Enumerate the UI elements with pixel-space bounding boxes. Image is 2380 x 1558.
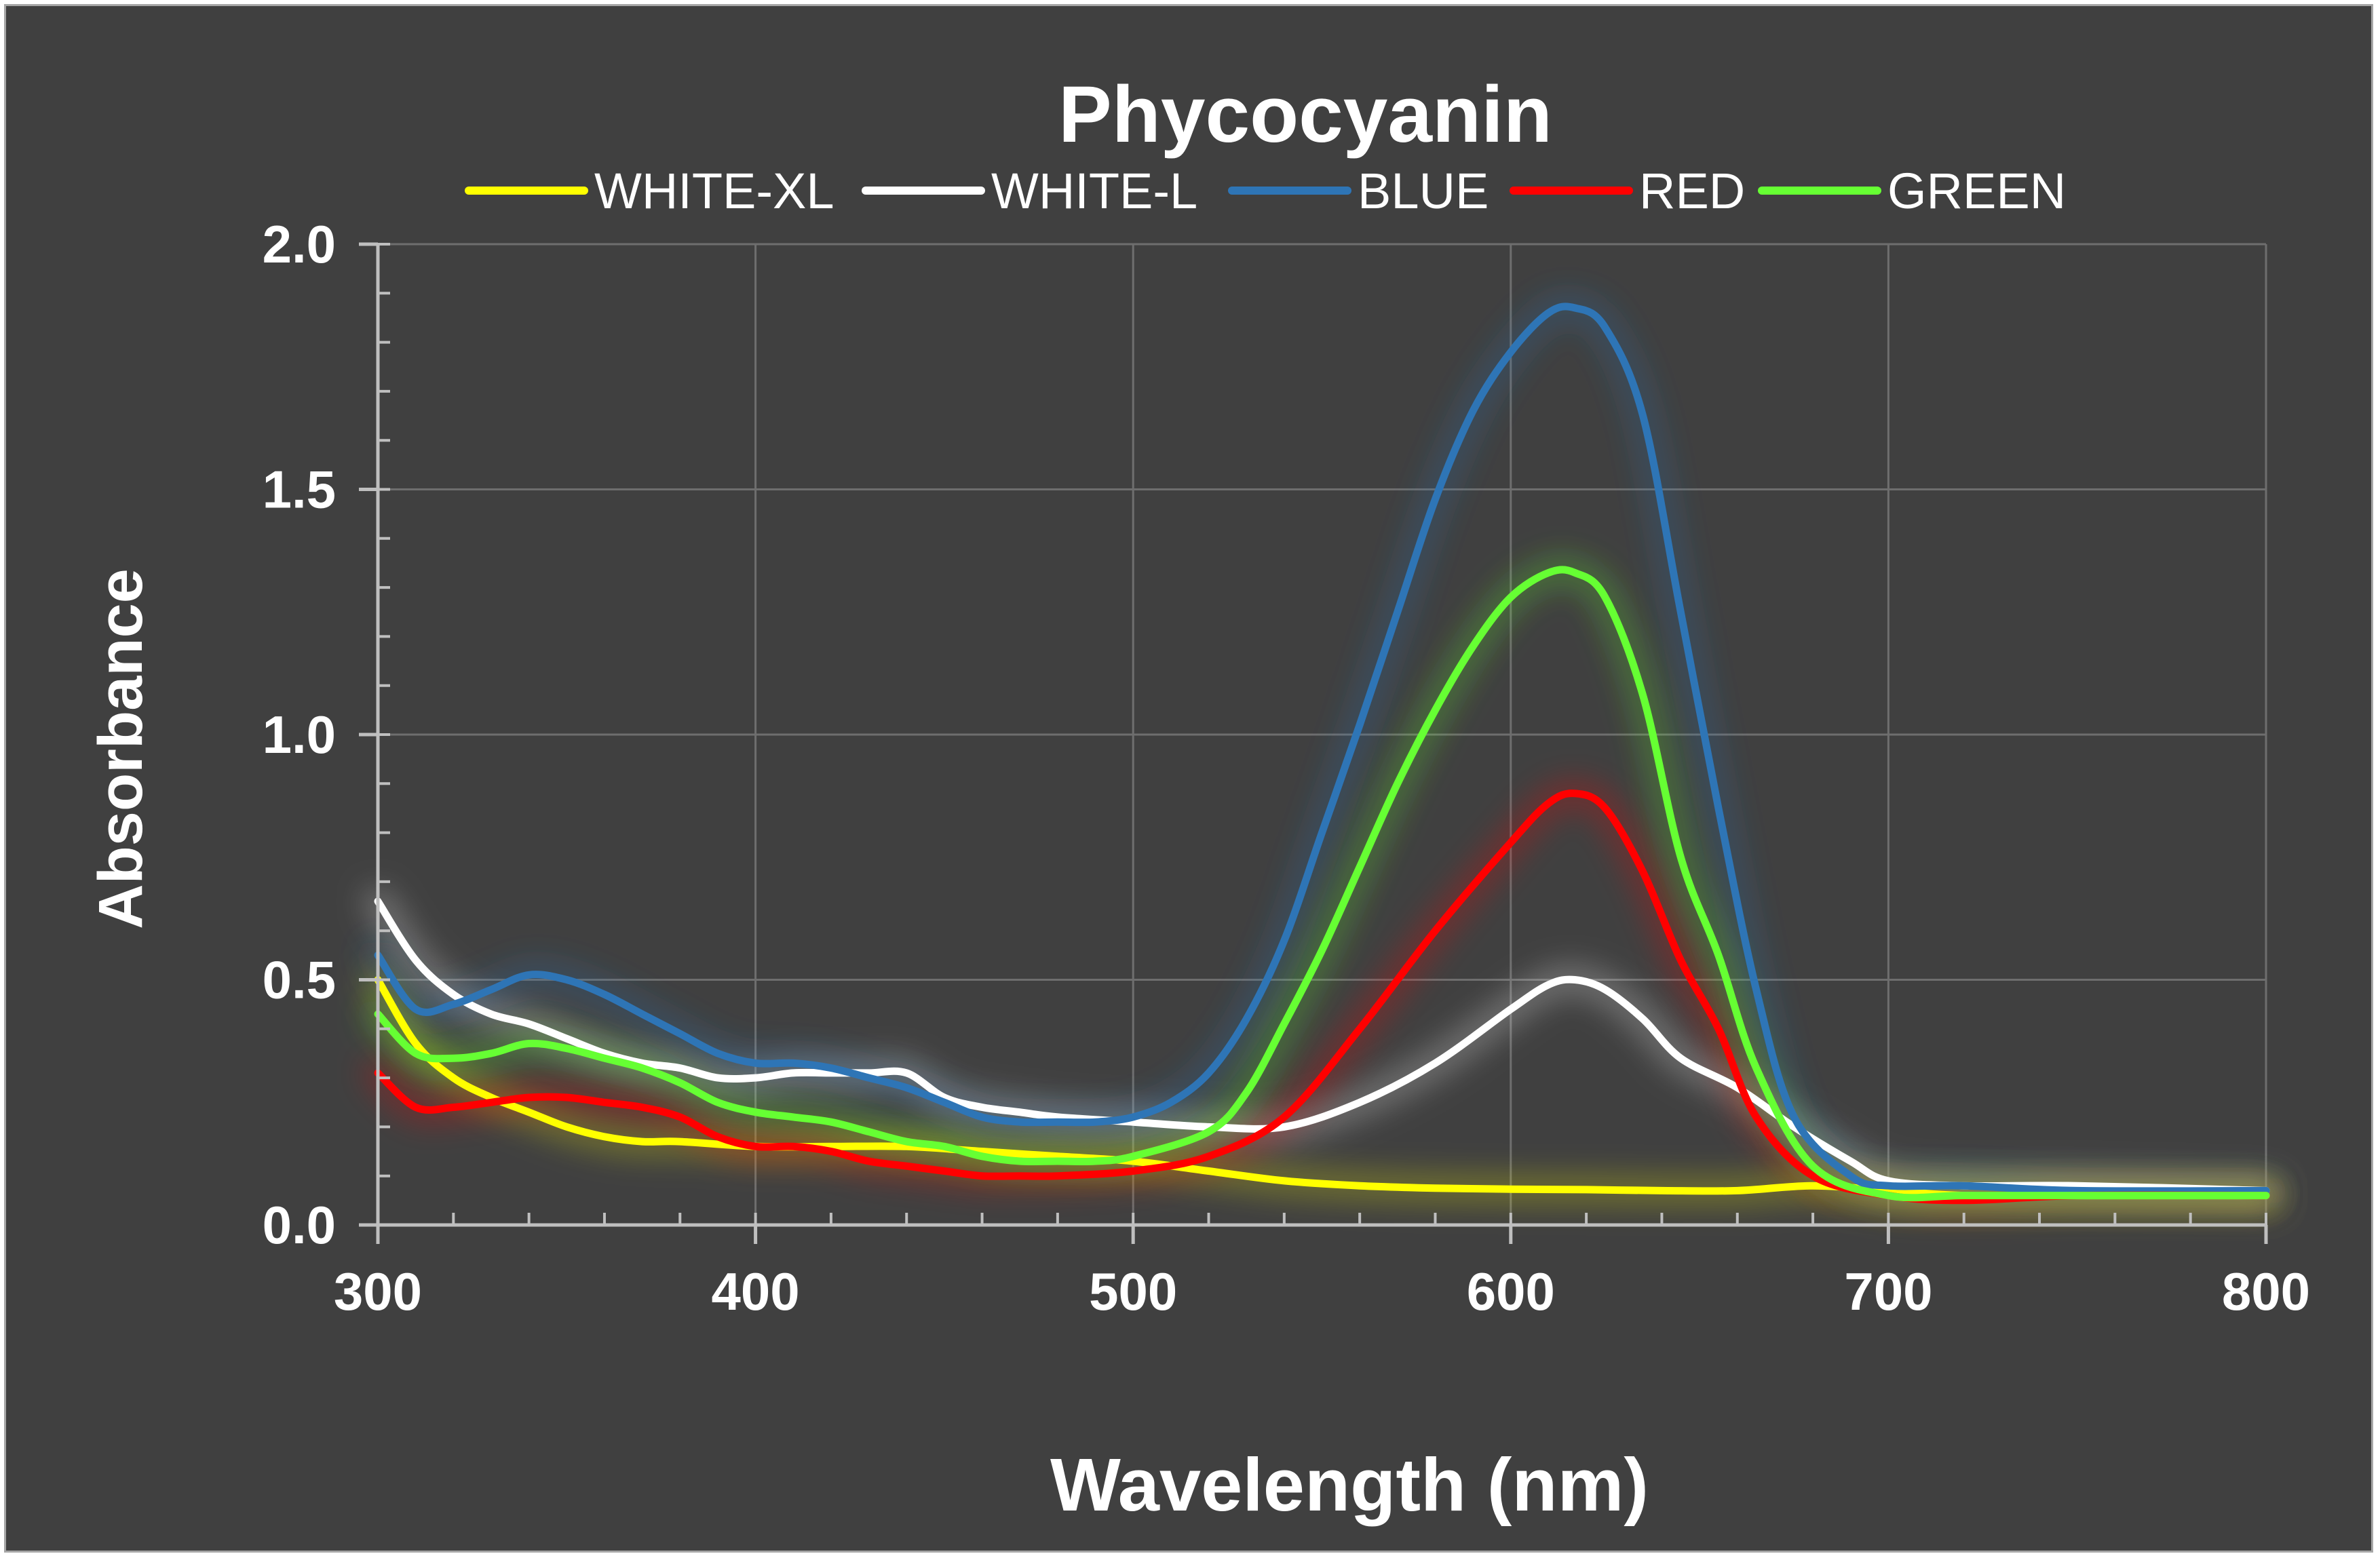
chart-frame: Phycocyanin WHITE-XL WHITE-L BLUE RED GREEN … [4,4,2373,1553]
y-tick-label: 1.5 [263,460,336,520]
x-tick-label: 300 [334,1262,422,1321]
series-lines [374,303,2270,1205]
legend-item-green: GREEN [1758,163,2066,219]
series-line-green [374,566,2270,1202]
series-line-white-l [374,897,2270,1194]
legend-label-blue: BLUE [1358,163,1489,219]
y-axis-title: Absorbance [86,568,155,929]
grid-lines [378,243,2267,1225]
legend-label-red: RED [1639,163,1745,219]
y-tick-label: 0.5 [263,950,336,1010]
y-tick-label: 0.0 [263,1195,336,1255]
axes: 300 400 500 600 700 800 0.0 0.5 1.0 1.5 2.0 [263,214,2311,1321]
series-line-blue [374,303,2270,1195]
x-axis-title: Wavelength (nm) [1050,1443,1649,1527]
legend-item-red: RED [1510,163,1745,219]
legend-item-blue: BLUE [1228,163,1489,219]
x-tick-label: 700 [1844,1262,1932,1321]
legend-item-white-l: WHITE-L [862,163,1197,219]
chart-canvas: Phycocyanin WHITE-XL WHITE-L BLUE RED GREEN … [86,70,2311,1527]
y-tick-label: 2.0 [263,214,336,274]
chart-title: Phycocyanin [1058,70,1552,159]
y-tick-label: 1.0 [263,705,336,764]
legend-label-white-l: WHITE-L [991,163,1197,219]
series-line-red [374,790,2270,1205]
x-tick-label: 400 [712,1262,800,1321]
legend-item-white-xl: WHITE-XL [465,163,834,219]
legend-label-white-xl: WHITE-XL [594,163,834,219]
legend-label-green: GREEN [1887,163,2066,219]
x-tick-label: 600 [1467,1262,1555,1321]
x-tick-label: 500 [1089,1262,1177,1321]
x-tick-label: 800 [2222,1262,2310,1321]
chart-legend: WHITE-XL WHITE-L BLUE RED GREEN [465,163,2066,219]
